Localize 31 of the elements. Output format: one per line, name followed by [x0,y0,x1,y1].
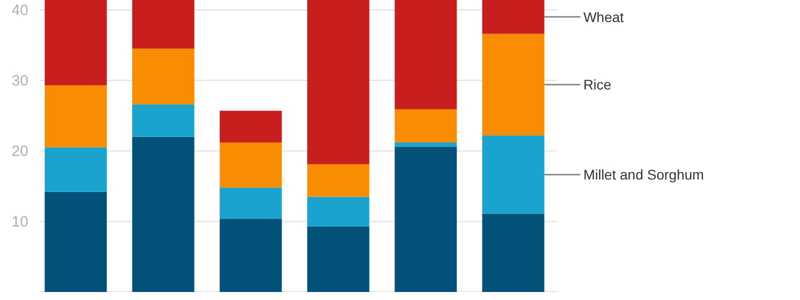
y-tick-label: 10 [12,214,28,231]
bar [482,34,544,136]
bar [482,135,544,214]
bar [394,109,457,142]
bar [307,164,370,197]
y-tick-label: 20 [12,143,28,160]
bar [220,188,282,219]
text: Wheat [583,8,624,25]
bar [482,214,544,292]
bar [220,110,282,142]
bar [394,0,457,110]
bar [220,142,282,188]
text: Rice [583,76,612,93]
bar [132,0,194,49]
bar [307,226,370,292]
text: Millet and Sorghum [583,166,704,182]
bar [44,147,107,192]
bar [307,196,370,226]
bar [44,192,107,292]
bar [132,48,194,104]
bar [482,0,544,34]
bar [132,104,194,137]
bar [394,146,457,292]
y-tick-label: 40 [12,2,28,20]
bar [220,218,282,292]
bar [44,0,107,86]
bar [394,142,457,147]
bar [132,136,194,292]
y-tick-label: 30 [12,72,28,90]
bar [44,85,107,148]
bar [307,0,370,164]
